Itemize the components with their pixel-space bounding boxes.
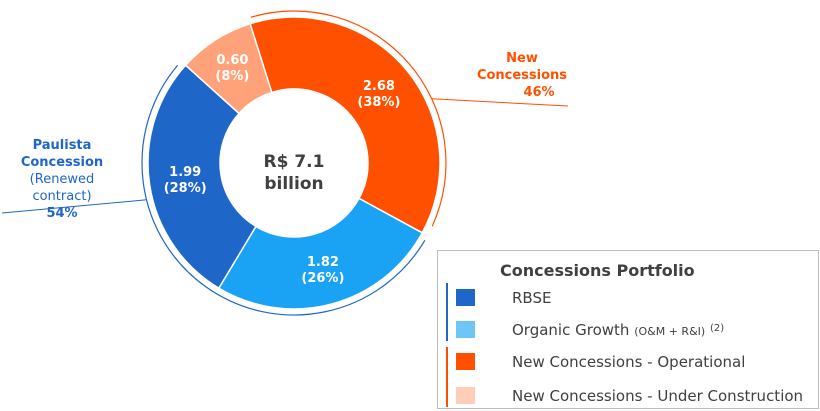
slice-label-1-value: 1.82 (307, 255, 339, 270)
slice-label-0-value: 2.68 (363, 79, 395, 94)
slice-label-2-value: 1.99 (169, 165, 201, 180)
center-label-line-2: billion (264, 174, 323, 194)
callout-new-name-2: Concessions (476, 68, 568, 83)
donut-slice-2 (147, 64, 257, 290)
legend-label-organic-growth-text: Organic Growth (512, 321, 630, 339)
group-arc-paulista-concession (141, 64, 426, 316)
donut-slice-3 (184, 22, 273, 115)
legend-item-new-under-construction: New Concessions - Under Construction (438, 385, 818, 407)
leader-line-new-concessions (431, 98, 569, 107)
slice-label-1-percent: (26%) (301, 271, 344, 286)
legend-label-organic-growth-note: (O&M + R&I) (634, 325, 706, 338)
legend-swatch-organic-growth (456, 321, 475, 338)
callout-new-name-1: New (506, 51, 538, 66)
legend-bracket-paulista (446, 283, 448, 341)
donut-slice-0 (249, 16, 441, 234)
legend-label-new-operational: New Concessions - Operational (512, 353, 746, 371)
donut-slice-1 (217, 197, 424, 310)
donut-slices (147, 16, 441, 310)
legend-item-organic-growth: Organic Growth (O&M + R&I) (2) (438, 319, 818, 341)
legend-item-rbse: RBSE (438, 287, 818, 309)
legend-swatch-rbse (456, 289, 475, 306)
legend-box: Concessions Portfolio RBSE Organic Growt… (437, 250, 819, 409)
legend-label-rbse: RBSE (512, 289, 552, 307)
callout-paulista-concession: Paulista Concession (Renewed contract) 5… (0, 137, 124, 222)
callout-paulista-percent: 54% (46, 206, 78, 221)
callout-paulista-name-1: Paulista (32, 138, 92, 153)
callout-paulista-subtitle: (Renewed contract) (29, 172, 95, 204)
legend-label-organic-growth-footnote: (2) (709, 323, 725, 334)
slice-label-3-value: 0.60 (216, 53, 248, 68)
center-label-line-1: R$ 7.1 (264, 152, 325, 172)
slice-label-0-percent: (38%) (357, 95, 400, 110)
callout-new-percent: 46% (523, 85, 555, 100)
slice-label-2-percent: (28%) (164, 181, 207, 196)
group-arcs (1, 10, 569, 316)
legend-swatch-new-under-construction (456, 387, 475, 404)
legend-label-organic-growth: Organic Growth (O&M + R&I) (2) (512, 321, 724, 339)
legend-title: Concessions Portfolio (500, 261, 695, 280)
callout-paulista-name-2: Concession (20, 155, 104, 170)
legend-label-new-under-construction: New Concessions - Under Construction (512, 387, 804, 405)
slice-labels: 2.68(38%) 1.82(26%) 1.99(28%) 0.60(8%) (164, 53, 401, 286)
legend-bracket-new (446, 347, 448, 407)
callout-new-concessions: New Concessions 46% (452, 50, 592, 101)
slice-label-3-percent: (8%) (215, 69, 249, 84)
legend-swatch-new-operational (456, 353, 475, 370)
legend-item-new-operational: New Concessions - Operational (438, 351, 818, 373)
group-arc-new-concessions (250, 10, 447, 227)
leader-line-paulista-concession (1, 199, 147, 214)
